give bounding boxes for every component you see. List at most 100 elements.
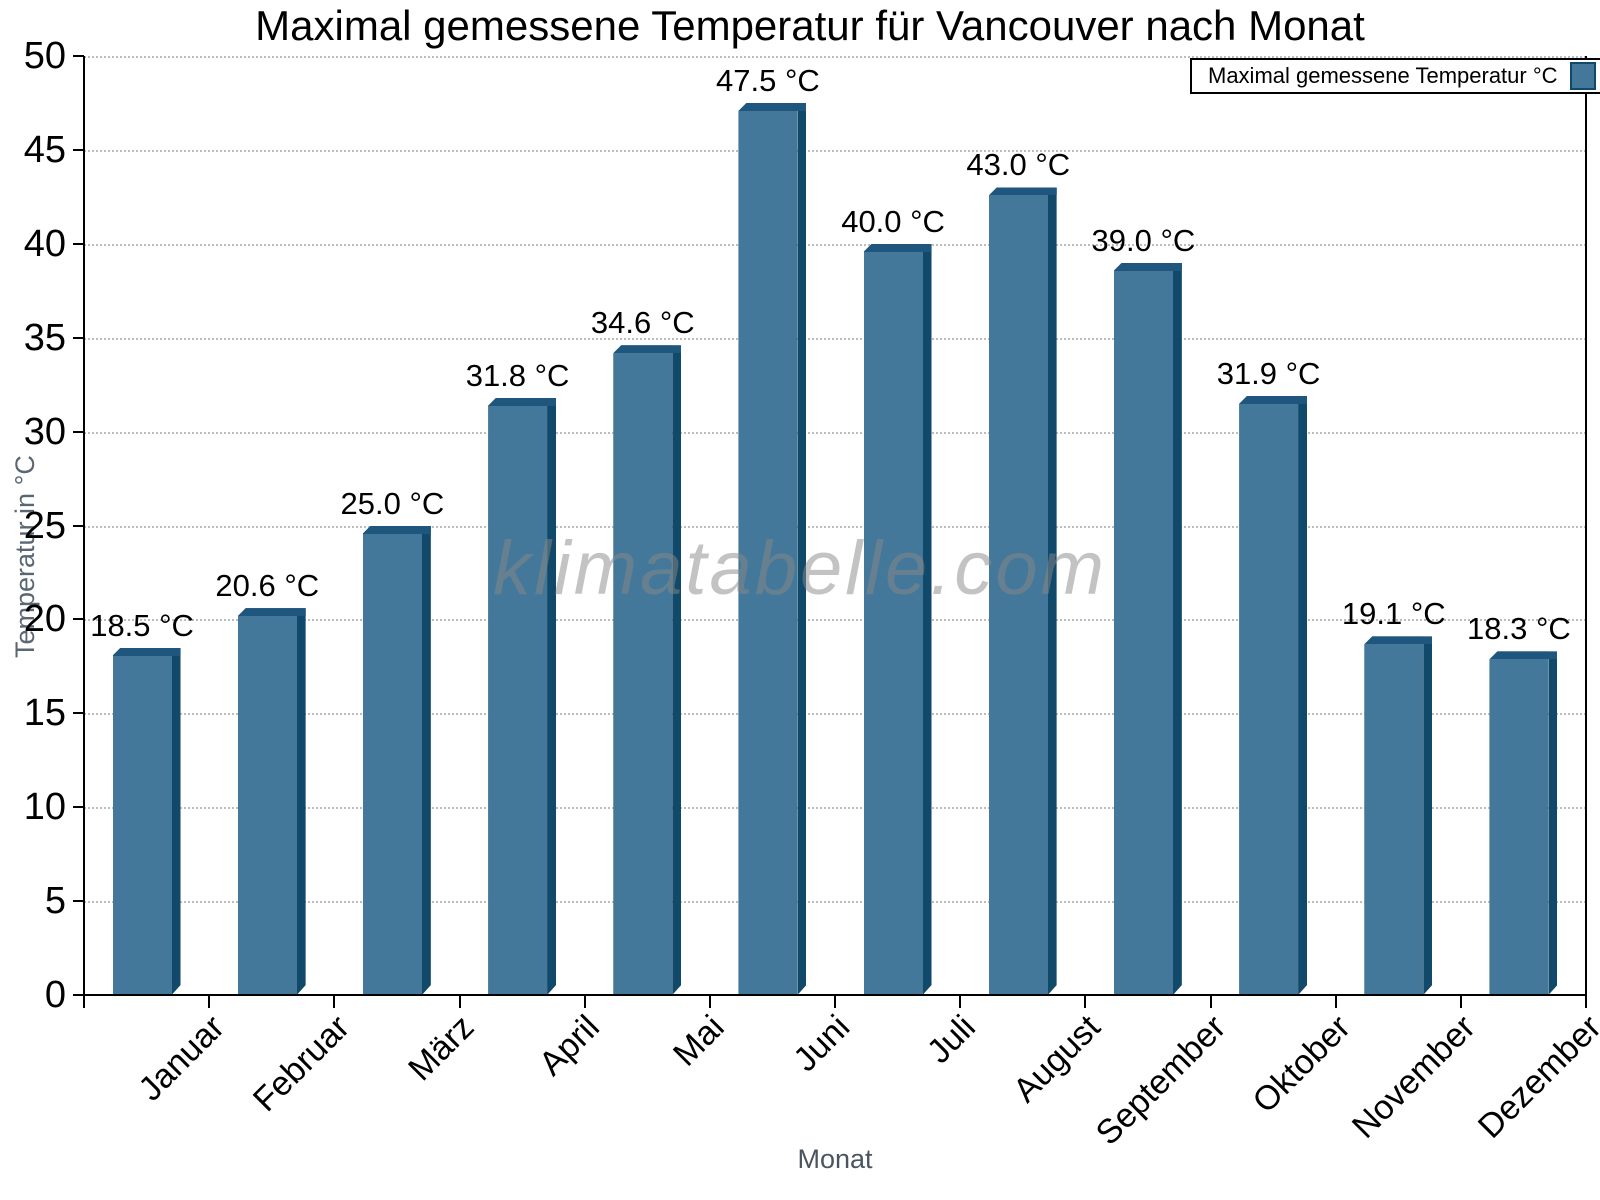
bar-top-shade bbox=[237, 608, 306, 617]
gridline-10 bbox=[84, 807, 1586, 810]
y-tick-label-10: 10 bbox=[23, 786, 66, 829]
bar-februar bbox=[237, 608, 306, 995]
bar-top-shade bbox=[112, 647, 181, 656]
bar-value-label-oktober: 31.9 °C bbox=[1216, 355, 1321, 391]
bar-juli bbox=[863, 243, 932, 995]
y-tick-label-30: 30 bbox=[23, 410, 66, 453]
bar-face bbox=[988, 187, 1048, 995]
y-tick-25 bbox=[73, 524, 84, 527]
bar-value-label-november: 19.1 °C bbox=[1341, 596, 1446, 632]
bar-top-shade bbox=[362, 525, 431, 534]
x-tick-label-september: September bbox=[1088, 1008, 1233, 1153]
bar-value-label-september: 39.0 °C bbox=[1091, 222, 1196, 258]
bar-face bbox=[112, 647, 172, 995]
y-tick-label-0: 0 bbox=[44, 974, 66, 1016]
bar-side-shade bbox=[297, 608, 306, 995]
bar-top-shade bbox=[613, 345, 682, 354]
y-tick-label-25: 25 bbox=[23, 504, 66, 547]
bar-face bbox=[1239, 395, 1299, 995]
x-tick-0 bbox=[83, 996, 85, 1008]
x-tick-label-oktober: Oktober bbox=[1245, 1008, 1358, 1121]
bar-value-label-august: 43.0 °C bbox=[966, 147, 1071, 183]
bar-side-shade bbox=[1423, 636, 1432, 995]
bar-juni bbox=[738, 102, 807, 995]
bar-face bbox=[1364, 636, 1424, 995]
bar-side-shade bbox=[1173, 263, 1182, 995]
bar-face bbox=[613, 345, 673, 995]
legend: Maximal gemessene Temperatur °C bbox=[1190, 58, 1600, 94]
y-tick-40 bbox=[73, 242, 84, 245]
bar-face bbox=[488, 397, 548, 995]
x-tick-1 bbox=[208, 996, 211, 1008]
bar-face bbox=[738, 102, 798, 995]
y-tick-10 bbox=[73, 806, 84, 809]
x-tick-3 bbox=[458, 996, 461, 1008]
x-tick-10 bbox=[1334, 996, 1337, 1008]
bar-face bbox=[863, 243, 923, 995]
bar-value-label-januar: 18.5 °C bbox=[90, 607, 194, 643]
bar-märz bbox=[362, 525, 431, 996]
legend-label: Maximal gemessene Temperatur °C bbox=[1208, 63, 1558, 88]
x-tick-4 bbox=[583, 996, 586, 1008]
bar-value-label-februar: 20.6 °C bbox=[215, 568, 320, 604]
gridline-25 bbox=[84, 525, 1586, 528]
gridline-30 bbox=[84, 431, 1586, 434]
bar-side-shade bbox=[1548, 651, 1557, 995]
x-tick-9 bbox=[1209, 996, 1212, 1008]
bar-face bbox=[362, 525, 422, 995]
x-tick-6 bbox=[834, 996, 836, 1008]
bar-face bbox=[1489, 651, 1549, 995]
gridline-40 bbox=[84, 243, 1586, 246]
y-tick-50 bbox=[73, 55, 84, 57]
bar-side-shade bbox=[172, 648, 181, 995]
plot-area bbox=[84, 56, 1586, 995]
bar-value-label-mai: 34.6 °C bbox=[590, 305, 695, 341]
bar-side-shade bbox=[797, 103, 806, 995]
bar-top-shade bbox=[1239, 395, 1308, 404]
x-tick-label-mai: Mai bbox=[666, 1008, 733, 1074]
y-tick-label-40: 40 bbox=[23, 222, 66, 265]
chart-title: Maximal gemessene Temperatur für Vancouv… bbox=[255, 2, 1365, 49]
bar-top-shade bbox=[488, 397, 557, 406]
bar-side-shade bbox=[672, 345, 681, 995]
y-tick-label-5: 5 bbox=[44, 880, 66, 923]
bar-september bbox=[1113, 262, 1182, 995]
x-tick-label-november: November bbox=[1345, 1008, 1484, 1146]
gridline-20 bbox=[84, 619, 1586, 622]
gridline-5 bbox=[84, 901, 1586, 904]
bar-side-shade bbox=[1298, 396, 1307, 995]
x-tick-12 bbox=[1585, 996, 1587, 1008]
y-tick-label-50: 50 bbox=[23, 35, 66, 77]
x-tick-7 bbox=[959, 996, 962, 1008]
y-tick-label-35: 35 bbox=[23, 316, 66, 359]
x-tick-label-august: August bbox=[1005, 1008, 1108, 1110]
bar-value-label-märz: 25.0 °C bbox=[340, 485, 445, 521]
x-tick-2 bbox=[333, 996, 336, 1008]
bar-august bbox=[988, 187, 1057, 995]
y-tick-label-20: 20 bbox=[23, 598, 66, 641]
gridline-50 bbox=[84, 56, 1586, 58]
x-tick-8 bbox=[1084, 996, 1087, 1008]
y-tick-15 bbox=[73, 712, 84, 715]
bar-top-shade bbox=[738, 102, 807, 111]
y-tick-5 bbox=[73, 900, 84, 903]
y-tick-35 bbox=[73, 336, 84, 339]
gridline-45 bbox=[84, 149, 1586, 152]
y-tick-0 bbox=[73, 994, 84, 996]
x-tick-5 bbox=[708, 996, 711, 1008]
y-tick-label-15: 15 bbox=[23, 692, 66, 735]
bar-april bbox=[488, 397, 557, 995]
bar-januar bbox=[112, 647, 181, 995]
bar-november bbox=[1364, 636, 1433, 995]
x-tick-label-juni: Juni bbox=[786, 1008, 858, 1079]
bar-top-shade bbox=[1113, 262, 1182, 271]
bar-value-label-april: 31.8 °C bbox=[465, 357, 570, 393]
y-axis-line bbox=[83, 56, 85, 996]
bar-top-shade bbox=[988, 187, 1057, 196]
bar-side-shade bbox=[422, 526, 431, 996]
bar-oktober bbox=[1239, 395, 1308, 995]
x-tick-label-juli: Juli bbox=[919, 1008, 983, 1071]
x-axis-title: Monat bbox=[797, 1144, 873, 1174]
gridline-35 bbox=[84, 337, 1586, 340]
